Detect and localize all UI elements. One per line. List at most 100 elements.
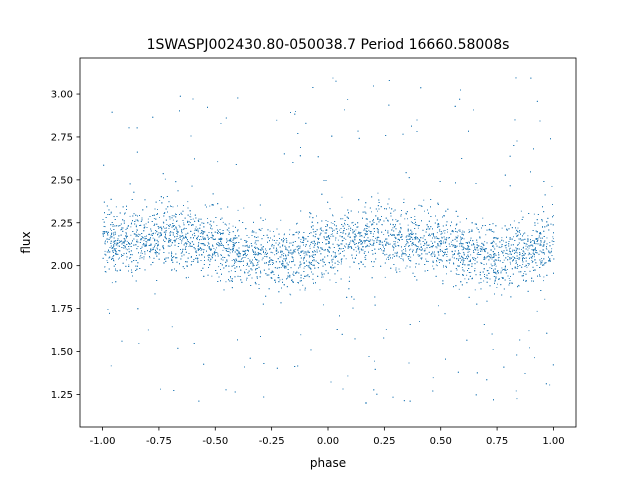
data-point xyxy=(466,274,468,276)
data-point xyxy=(244,271,245,273)
data-point xyxy=(181,242,182,244)
data-point xyxy=(282,260,283,262)
data-point xyxy=(379,241,381,243)
data-point xyxy=(309,247,311,249)
data-point xyxy=(493,272,495,273)
data-point xyxy=(421,258,422,260)
data-point xyxy=(216,247,217,249)
data-point xyxy=(130,223,132,225)
data-point xyxy=(190,213,191,215)
data-point xyxy=(513,220,515,222)
data-point xyxy=(196,252,198,254)
data-point xyxy=(365,234,367,235)
data-point xyxy=(214,255,216,257)
data-point xyxy=(542,226,543,227)
data-point xyxy=(368,229,370,231)
data-point xyxy=(332,215,334,217)
data-point xyxy=(186,237,187,239)
data-point xyxy=(377,210,378,212)
data-point xyxy=(527,235,529,237)
data-point xyxy=(483,258,485,260)
data-point xyxy=(503,240,504,242)
data-point xyxy=(110,211,112,213)
data-point xyxy=(306,244,307,245)
data-point xyxy=(414,238,416,240)
data-point xyxy=(295,248,297,250)
data-point xyxy=(152,233,154,235)
data-point xyxy=(202,230,203,232)
data-point xyxy=(476,241,478,243)
data-point xyxy=(446,256,448,257)
data-point xyxy=(378,232,379,234)
data-point xyxy=(292,251,294,253)
data-point xyxy=(168,216,170,218)
data-point xyxy=(513,236,514,238)
data-point xyxy=(335,239,336,241)
data-point xyxy=(493,246,495,248)
data-point xyxy=(104,250,106,252)
data-point xyxy=(291,253,293,255)
data-point xyxy=(228,247,230,249)
data-point xyxy=(338,262,340,263)
data-point xyxy=(552,238,554,240)
data-point xyxy=(280,219,282,221)
data-point xyxy=(443,230,445,232)
data-point xyxy=(182,238,184,240)
data-point xyxy=(516,398,518,400)
data-point xyxy=(350,229,351,231)
data-point xyxy=(490,256,492,258)
data-point xyxy=(347,99,349,100)
data-point xyxy=(407,224,409,226)
data-point xyxy=(433,253,435,255)
data-point xyxy=(323,304,324,306)
data-point xyxy=(416,224,418,226)
data-point xyxy=(454,246,456,248)
data-point xyxy=(541,258,542,259)
data-point xyxy=(467,249,469,251)
data-point xyxy=(316,244,318,245)
data-point xyxy=(424,242,425,244)
data-point xyxy=(336,243,338,245)
data-point xyxy=(301,242,303,243)
data-point xyxy=(358,249,360,251)
data-point xyxy=(126,237,127,239)
data-point xyxy=(104,241,106,243)
data-point xyxy=(385,329,387,330)
data-point xyxy=(424,210,425,212)
data-point xyxy=(551,186,553,187)
data-point xyxy=(212,254,213,256)
data-point xyxy=(104,243,106,245)
data-point xyxy=(177,234,179,236)
data-point xyxy=(102,236,104,237)
data-point xyxy=(544,298,546,300)
data-point xyxy=(474,289,476,291)
data-point xyxy=(464,278,466,280)
data-point xyxy=(276,119,278,121)
data-point xyxy=(180,252,182,254)
data-point xyxy=(188,246,190,247)
data-point xyxy=(330,222,332,224)
data-point xyxy=(424,248,426,250)
data-point xyxy=(461,267,463,268)
data-point xyxy=(310,226,312,228)
data-point xyxy=(507,269,508,270)
data-point xyxy=(340,263,342,265)
data-point xyxy=(386,253,388,255)
data-point xyxy=(501,267,503,269)
data-point xyxy=(279,279,281,281)
data-point xyxy=(462,230,464,232)
data-point xyxy=(457,258,459,260)
data-point xyxy=(303,267,305,269)
data-point xyxy=(462,238,463,239)
data-point xyxy=(300,241,301,243)
data-point xyxy=(534,357,535,359)
data-point xyxy=(332,235,334,237)
data-point xyxy=(184,227,185,229)
data-point xyxy=(257,276,258,278)
data-point xyxy=(225,281,227,283)
data-point xyxy=(352,221,354,223)
data-point xyxy=(305,246,306,247)
data-point xyxy=(258,284,260,285)
data-point xyxy=(106,238,108,240)
data-point xyxy=(153,218,155,219)
